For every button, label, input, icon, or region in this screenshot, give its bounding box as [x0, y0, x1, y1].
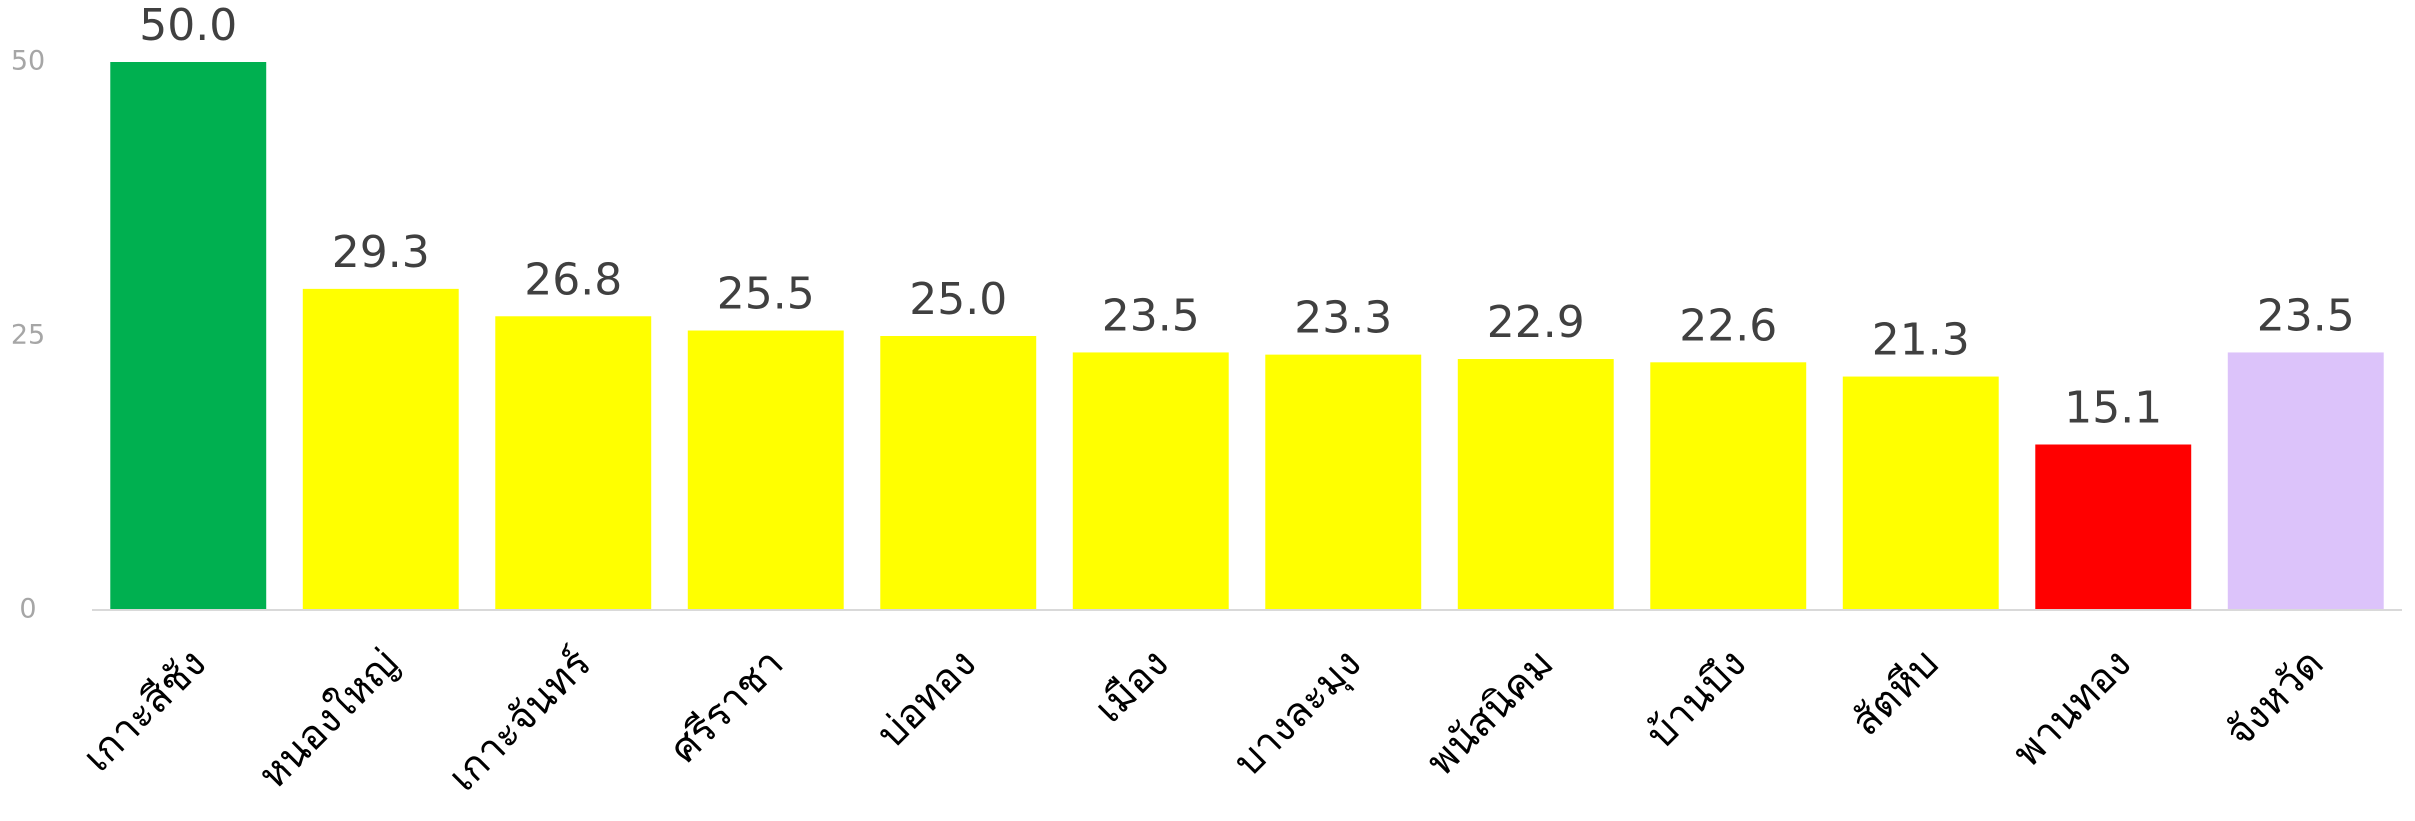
y-tick-label: 25: [11, 320, 45, 351]
bar: [687, 330, 844, 610]
x-tick-label: จังหวัด: [2217, 640, 2333, 756]
bar: [1072, 352, 1229, 610]
x-tick-label: หนองใหญ่: [249, 640, 408, 799]
data-label: 22.9: [1487, 297, 1585, 348]
bar: [495, 316, 652, 610]
data-label: 25.5: [717, 269, 815, 320]
x-tick-label: เกาะจันทร์: [440, 640, 600, 800]
bar: [880, 336, 1037, 610]
bar: [302, 288, 459, 610]
data-label: 22.6: [1679, 300, 1777, 351]
data-label: 23.5: [1102, 290, 1200, 341]
y-tick-label: 50: [11, 46, 45, 77]
y-tick-label: 0: [19, 594, 36, 625]
data-label: 25.0: [909, 274, 1007, 325]
data-label: 29.3: [332, 227, 430, 278]
data-label: 23.5: [2257, 290, 2355, 341]
x-tick-label: เกาะสีชัง: [74, 640, 215, 781]
x-tick-label: บางละมุง: [1225, 640, 1371, 786]
x-tick-label: บ้านบึง: [1638, 640, 1755, 757]
x-tick-label: พานทอง: [2004, 640, 2140, 776]
data-label: 23.3: [1294, 293, 1392, 344]
bar: [1842, 376, 1999, 610]
bar: [1650, 362, 1807, 610]
data-label: 26.8: [524, 254, 622, 305]
bar: [2227, 352, 2384, 610]
data-label: 21.3: [1872, 315, 1970, 366]
x-tick-label: พนัสนิคม: [1418, 640, 1563, 785]
data-label: 15.1: [2064, 383, 2162, 434]
bar: [1265, 354, 1422, 610]
x-tick-label: สัตหีบ: [1843, 640, 1948, 745]
bar: [1457, 359, 1614, 610]
x-tick-label: บ่อทอง: [868, 640, 985, 757]
x-tick-label: เมือง: [1086, 640, 1178, 732]
x-tick-label: ศรีราชา: [661, 640, 793, 772]
data-label: 50.0: [139, 0, 237, 51]
bar: [110, 62, 267, 610]
bar: [2035, 444, 2192, 610]
